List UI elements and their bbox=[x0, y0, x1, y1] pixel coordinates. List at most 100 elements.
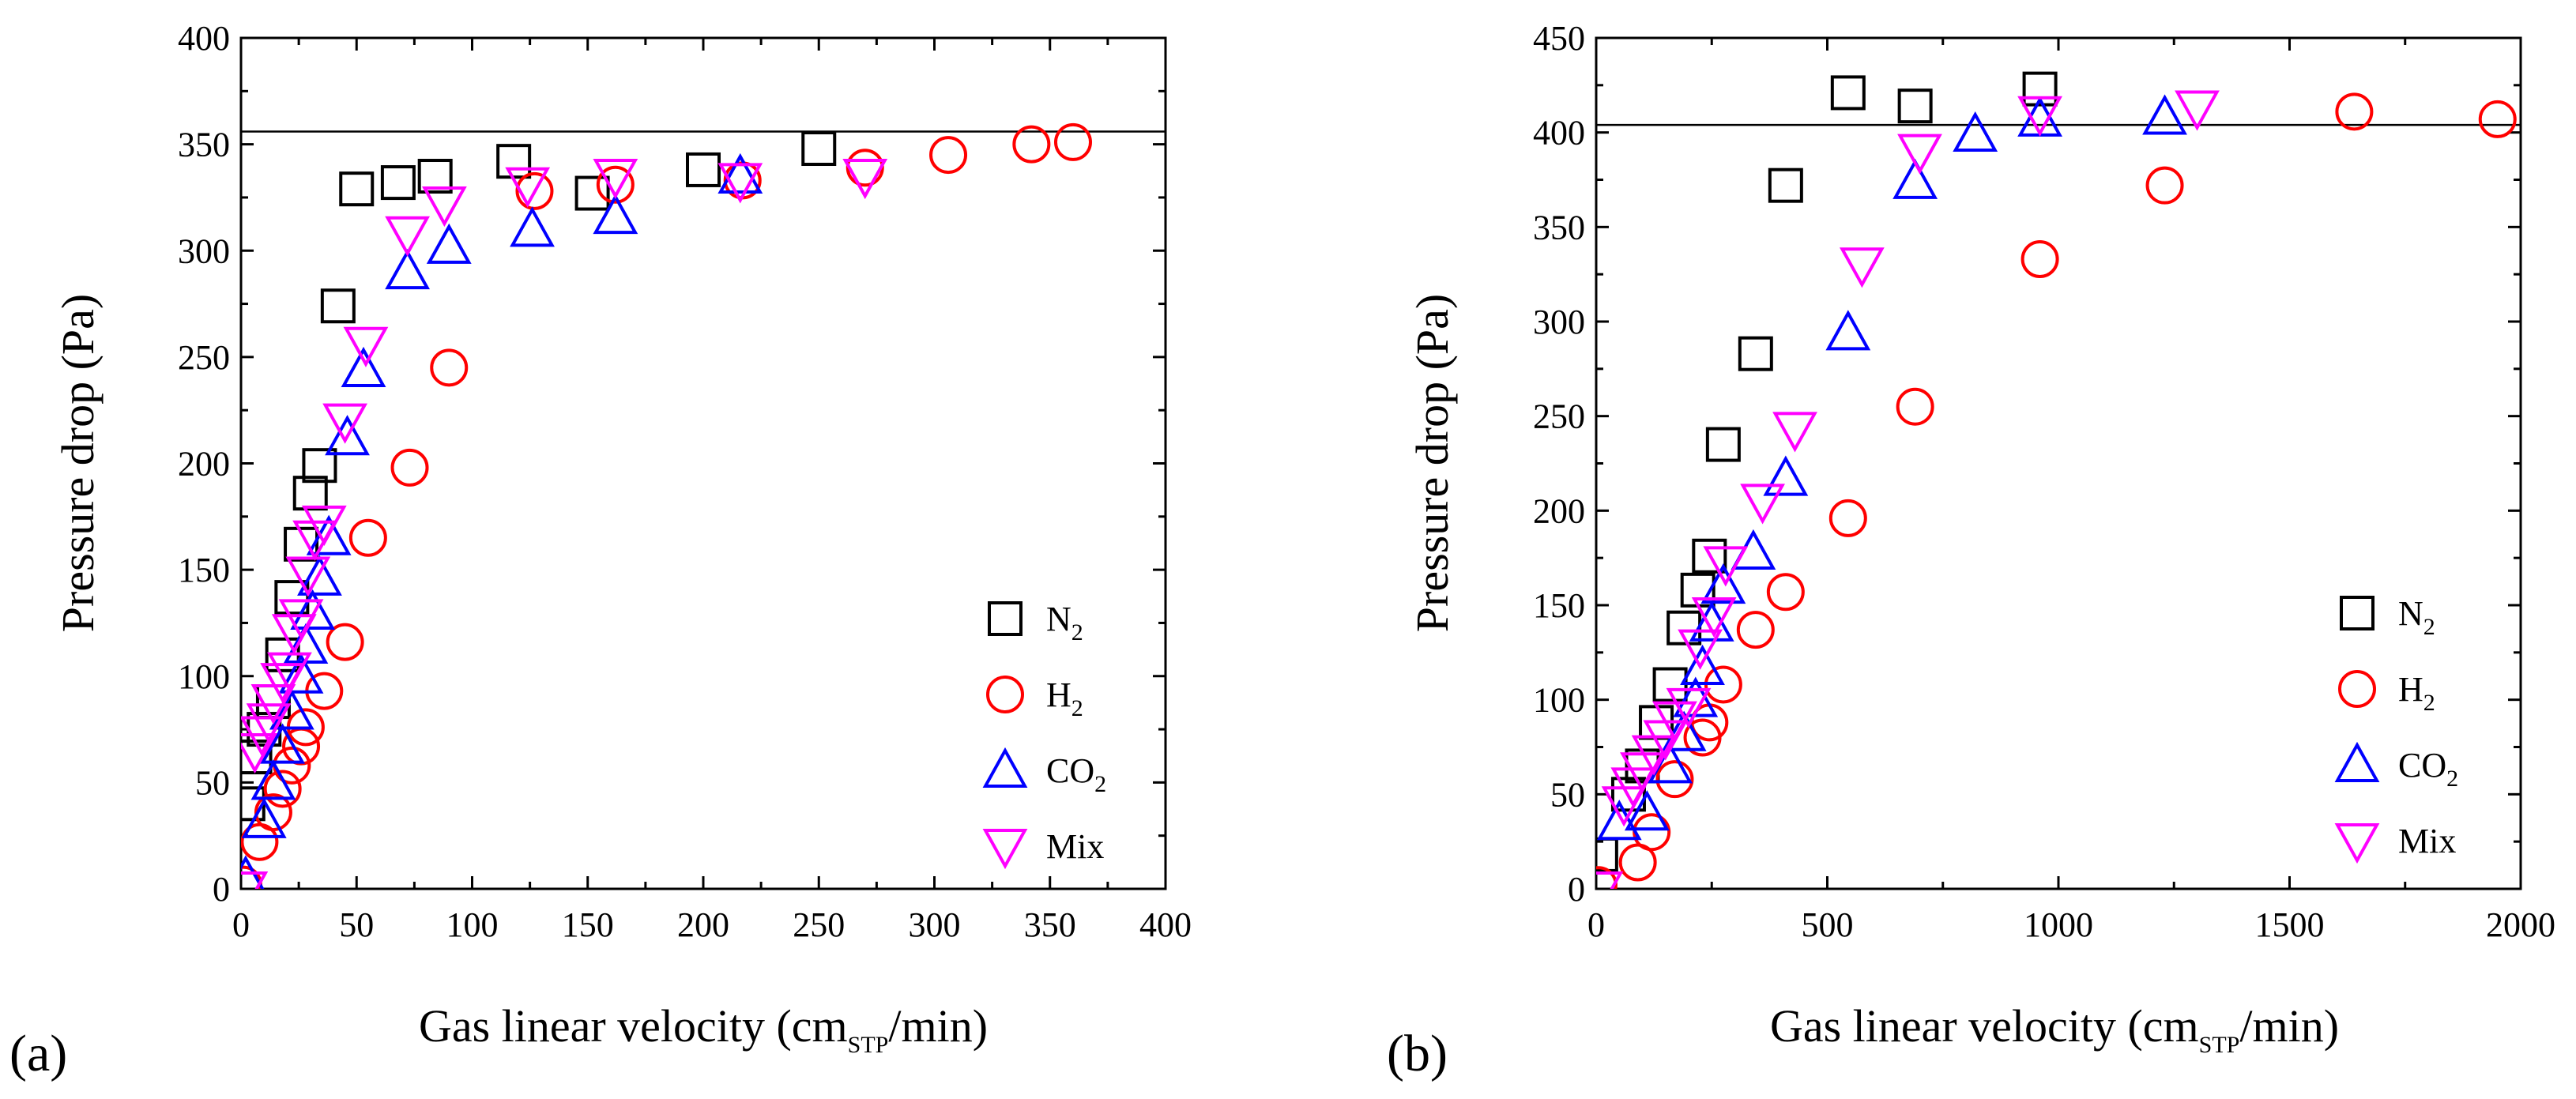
data-point-h2 bbox=[2335, 92, 2374, 131]
data-point-h2 bbox=[515, 171, 554, 210]
y-tick-label: 300 bbox=[178, 231, 230, 270]
data-point-mix bbox=[1897, 134, 1942, 175]
data-point-co2 bbox=[2142, 94, 2187, 135]
y-tick-label: 250 bbox=[178, 338, 230, 377]
data-point-co2 bbox=[260, 723, 306, 764]
y-tick-label: 200 bbox=[1533, 491, 1585, 530]
data-point-co2 bbox=[1596, 800, 1642, 841]
data-point-mix bbox=[278, 599, 324, 640]
data-point-mix bbox=[1678, 629, 1723, 670]
data-point-n2 bbox=[1692, 538, 1727, 574]
data-point-h2 bbox=[1054, 122, 1092, 161]
plot-frame bbox=[239, 36, 1167, 890]
legend-label-h2: H2 bbox=[2398, 670, 2435, 716]
data-point-mix bbox=[1703, 546, 1749, 587]
data-point-h2 bbox=[273, 746, 311, 785]
data-point-co2 bbox=[1825, 310, 1871, 351]
data-point-co2 bbox=[290, 589, 336, 630]
data-point-n2 bbox=[801, 131, 837, 167]
legend-label-h2: H2 bbox=[1046, 676, 1083, 721]
x-tick-label: 0 bbox=[232, 905, 250, 944]
legend-label-co2: CO2 bbox=[1046, 751, 1106, 797]
y-tick-label: 0 bbox=[1568, 870, 1585, 909]
x-tick-label: 100 bbox=[446, 905, 499, 944]
data-point-mix bbox=[1666, 687, 1712, 728]
x-tick-label: 2000 bbox=[2486, 905, 2555, 944]
data-point-n2 bbox=[1705, 427, 1741, 462]
x-tick-label: 0 bbox=[1587, 905, 1605, 944]
legend-label-n2: N2 bbox=[1046, 600, 1083, 645]
data-point-co2 bbox=[250, 759, 296, 800]
data-point-h2 bbox=[254, 793, 292, 832]
data-point-co2 bbox=[341, 346, 386, 388]
data-point-h2 bbox=[1896, 387, 1934, 426]
data-point-mix bbox=[343, 326, 389, 367]
data-point-co2 bbox=[241, 797, 287, 838]
y-tick-label: 250 bbox=[1533, 397, 1585, 436]
series-n2 bbox=[1596, 71, 2058, 872]
chart-panel-a: 0 50 100 150 200 250 300 350 400 0 50 100 150 200 250 3… bbox=[9, 19, 1192, 1082]
data-points bbox=[241, 122, 1092, 889]
data-point-n2 bbox=[1596, 837, 1618, 872]
data-point-h2 bbox=[390, 448, 429, 487]
x-tick-label: 50 bbox=[339, 905, 374, 944]
legend-label-co2: CO2 bbox=[2398, 746, 2458, 792]
data-point-mix bbox=[1596, 871, 1624, 889]
x-tick-label: 150 bbox=[562, 905, 614, 944]
data-point-mix bbox=[241, 732, 277, 774]
series-co2 bbox=[241, 152, 763, 889]
data-point-mix bbox=[422, 186, 467, 228]
legend-marker-h2 bbox=[2338, 670, 2376, 708]
data-point-h2 bbox=[1828, 499, 1867, 537]
legend-marker-co2 bbox=[2334, 741, 2380, 782]
legend: N2 H2 CO2 Mix bbox=[2334, 594, 2458, 864]
series-mix bbox=[1596, 90, 2220, 889]
legend-marker-n2 bbox=[988, 601, 1022, 636]
data-point-mix bbox=[505, 167, 551, 208]
data-point-mix bbox=[2017, 96, 2062, 137]
x-axis-title: Gas linear velocity (cmSTP/min) bbox=[1770, 1000, 2339, 1058]
y-tick-label: 350 bbox=[1533, 208, 1585, 247]
data-point-co2 bbox=[269, 689, 314, 730]
data-point-co2 bbox=[297, 555, 342, 596]
x-tick-label: 400 bbox=[1139, 905, 1192, 944]
data-point-n2 bbox=[1768, 167, 1803, 203]
data-point-h2 bbox=[430, 348, 469, 387]
series-h2 bbox=[1596, 92, 2517, 889]
data-point-h2 bbox=[326, 623, 364, 661]
y-tick-label: 400 bbox=[1533, 114, 1585, 152]
legend-label-n2: N2 bbox=[2398, 594, 2435, 640]
series-mix bbox=[241, 159, 888, 889]
chart-panel-b: 0 500 1000 1500 2000 0 50 100 150 200 250 300 350 400… bbox=[1387, 19, 2555, 1082]
data-point-n2 bbox=[274, 580, 310, 615]
data-point-n2 bbox=[496, 144, 532, 179]
data-point-co2 bbox=[241, 855, 265, 889]
data-point-n2 bbox=[380, 165, 416, 201]
data-point-mix bbox=[1839, 247, 1885, 288]
legend-marker-mix bbox=[982, 829, 1028, 870]
y-tick-label: 200 bbox=[178, 445, 230, 484]
data-point-n2 bbox=[686, 152, 721, 187]
x-tick-label: 200 bbox=[677, 905, 729, 944]
data-point-h2 bbox=[1766, 573, 1805, 612]
data-point-n2 bbox=[574, 175, 610, 211]
data-point-co2 bbox=[510, 206, 555, 247]
data-point-co2 bbox=[1661, 710, 1707, 751]
data-point-n2 bbox=[417, 159, 453, 194]
data-point-co2 bbox=[426, 223, 472, 264]
data-point-n2 bbox=[284, 526, 319, 562]
y-tick-label: 400 bbox=[178, 19, 230, 58]
data-point-h2 bbox=[1655, 760, 1694, 799]
data-point-mix bbox=[246, 703, 292, 744]
data-point-n2 bbox=[339, 171, 375, 207]
data-point-mix bbox=[1691, 597, 1737, 638]
x-axis-title: Gas linear velocity (cmSTP/min) bbox=[419, 1000, 988, 1058]
series-n2 bbox=[241, 131, 837, 822]
data-point-h2 bbox=[1736, 611, 1775, 649]
data-point-n2 bbox=[1830, 75, 1866, 111]
data-point-co2 bbox=[717, 152, 763, 194]
data-point-n2 bbox=[1738, 336, 1773, 371]
legend-label-mix: Mix bbox=[2398, 822, 2456, 860]
legend: N2 H2 CO2 Mix bbox=[982, 600, 1106, 870]
y-tick-label: 50 bbox=[195, 763, 230, 802]
